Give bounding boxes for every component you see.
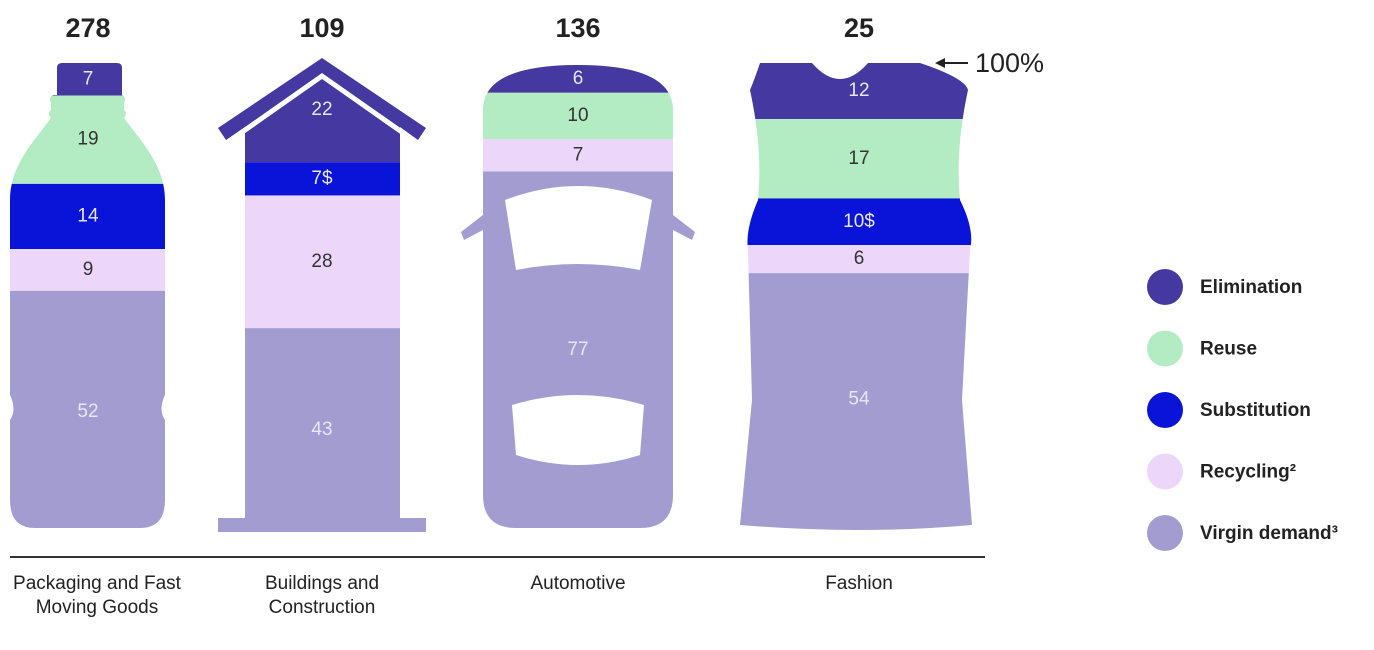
shapes	[10, 58, 972, 532]
legend-label: Virgin demand³	[1200, 523, 1338, 544]
value-label: 19	[77, 129, 98, 150]
roof-gap	[226, 72, 418, 145]
legend-swatch	[1147, 515, 1183, 551]
category-label: Buildings and Construction	[264, 573, 380, 618]
legend-label: Reuse	[1200, 339, 1257, 360]
segment	[10, 290, 165, 528]
segment	[461, 139, 695, 172]
value-label: 17	[848, 148, 869, 169]
total-label: 25	[844, 13, 874, 43]
value-label: 9	[83, 259, 94, 280]
column	[740, 63, 972, 530]
legend-swatch	[1147, 392, 1183, 428]
value-label: 6	[854, 248, 865, 269]
segment	[740, 198, 972, 246]
segment	[218, 328, 426, 532]
value-label: 7	[83, 68, 94, 89]
legend-label: Recycling²	[1200, 462, 1296, 483]
total-label: 136	[555, 13, 600, 43]
value-label: 10$	[843, 211, 875, 232]
column	[218, 58, 426, 532]
annotation: 100%	[975, 48, 1044, 78]
category-label: Fashion	[825, 573, 893, 594]
category-label: Packaging and Fast Moving Goods	[13, 573, 181, 618]
value-label: 7$	[311, 168, 333, 189]
segment	[218, 195, 426, 329]
legend-swatch	[1147, 269, 1183, 305]
column	[461, 65, 695, 528]
windshield	[505, 186, 652, 270]
value-label: 43	[311, 419, 332, 440]
rear-window	[512, 395, 644, 465]
segment	[218, 162, 426, 196]
value-label: 22	[311, 99, 332, 120]
segment	[10, 249, 165, 291]
total-label: 278	[65, 13, 110, 43]
value-label: 54	[848, 388, 870, 409]
legend-label: Elimination	[1200, 277, 1302, 298]
category-label: Automotive	[530, 573, 626, 594]
total-label: 109	[299, 13, 344, 43]
value-label: 10	[567, 105, 588, 126]
annotation-arrowhead	[935, 58, 945, 68]
segment	[740, 273, 972, 530]
legend-swatch	[1147, 330, 1183, 367]
segment	[461, 92, 695, 140]
value-label: 14	[77, 205, 99, 226]
value-label: 12	[848, 80, 869, 101]
segment	[740, 119, 972, 199]
overlay	[226, 72, 652, 465]
value-label: 52	[77, 401, 98, 422]
value-label: 7	[573, 144, 584, 165]
legend-label: Substitution	[1200, 400, 1311, 421]
segment	[10, 183, 165, 249]
segment	[740, 245, 972, 274]
value-label: 6	[573, 68, 584, 89]
legend-swatch	[1147, 453, 1183, 490]
value-label: 28	[311, 251, 332, 272]
value-label: 77	[567, 339, 588, 360]
